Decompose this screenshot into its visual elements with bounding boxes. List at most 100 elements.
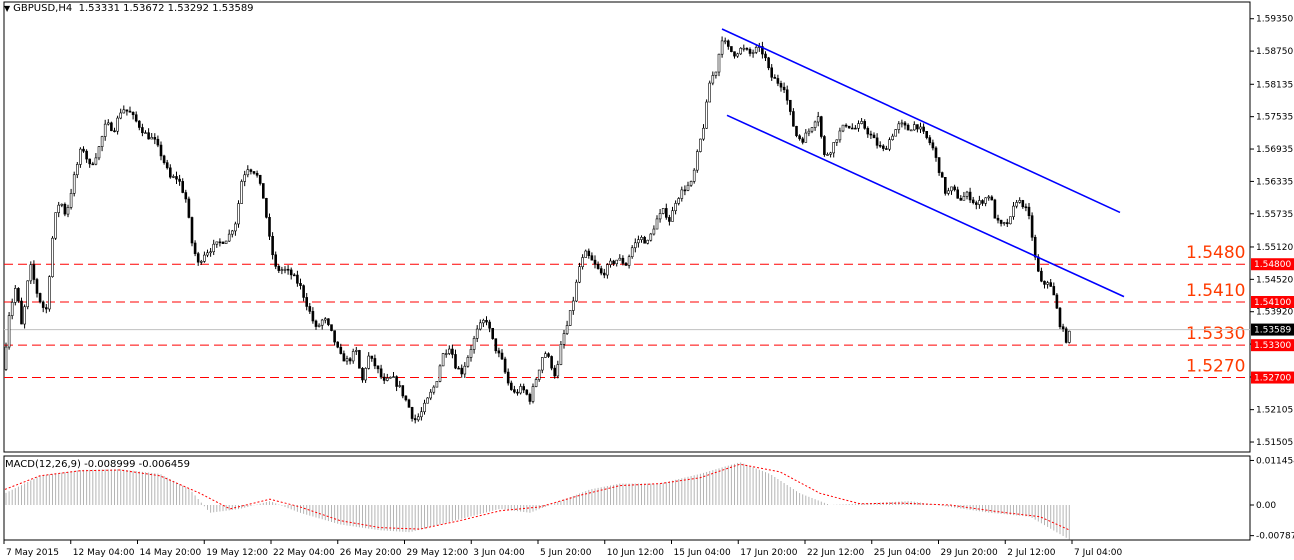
candle-body (48, 276, 51, 310)
candle-body (832, 142, 836, 154)
candle-body (782, 86, 786, 91)
candle-body (88, 158, 91, 165)
candle-body (618, 257, 622, 261)
candle-body (311, 311, 315, 322)
candle-body (1002, 222, 1006, 224)
y-tick-label: 1.52105 (1256, 406, 1293, 416)
candle-body (20, 300, 23, 325)
x-tick-label: 2 Jul 12:00 (1007, 548, 1056, 558)
candle-body (212, 243, 215, 253)
candle-body (723, 40, 727, 43)
level-axis-tag (1251, 258, 1294, 271)
candle-body (584, 250, 588, 258)
candle-body (575, 281, 578, 302)
candle-body (63, 203, 67, 215)
candle-body (457, 367, 460, 370)
candle-body (138, 120, 141, 128)
x-tick-label: 26 May 20:00 (340, 548, 402, 558)
candle-body (745, 47, 749, 50)
candle-body (668, 217, 671, 222)
candle-body (590, 255, 594, 261)
candle-body (847, 125, 851, 129)
candle-body (875, 137, 879, 146)
candle-body (265, 198, 268, 218)
candle-body (113, 130, 116, 133)
candle-body (1015, 202, 1018, 207)
candle-body (32, 264, 36, 280)
candle-body (615, 259, 619, 265)
level-axis-tag (1251, 339, 1294, 352)
candle-body (500, 352, 504, 360)
candle-body (739, 47, 743, 55)
candle-body (928, 137, 932, 144)
candle-body (785, 89, 789, 101)
candle-body (788, 99, 792, 112)
candle-body (652, 228, 656, 235)
candle-body (234, 223, 237, 232)
candle-body (122, 109, 126, 114)
candle-body (407, 399, 411, 408)
candle-body (519, 386, 522, 394)
candle-body (978, 200, 981, 205)
candle-body (630, 247, 634, 258)
candle-body (912, 124, 916, 131)
candle-body (203, 254, 206, 262)
candle-body (1052, 286, 1056, 296)
candle-body (320, 319, 324, 326)
candle-body (392, 376, 395, 378)
candle-body (134, 114, 138, 122)
candle-body (534, 379, 538, 387)
x-tick-label: 19 May 12:00 (206, 548, 268, 558)
candle-body (798, 135, 801, 140)
candle-body (426, 397, 429, 404)
candle-body (280, 269, 284, 271)
candle-body (900, 122, 904, 125)
candle-body (94, 157, 98, 165)
candle-body (172, 176, 175, 178)
candle-body (268, 217, 271, 237)
candle-body (624, 263, 628, 266)
candle-body (683, 189, 687, 192)
candle-body (863, 121, 867, 129)
candle-body (702, 127, 705, 140)
candle-body (491, 327, 495, 339)
candle-body (292, 274, 296, 277)
candle-body (506, 371, 510, 384)
candle-body (922, 126, 925, 132)
candle-body (621, 257, 625, 264)
candle-body (633, 242, 637, 249)
candle-body (410, 407, 414, 419)
candle-body (947, 190, 950, 194)
candle-body (345, 358, 349, 362)
candle-body (261, 183, 265, 199)
macd-info: MACD(12,26,9) -0.008999 -0.006459 (5, 459, 190, 470)
candle-body (559, 344, 563, 365)
candle-body (342, 353, 346, 362)
candle-body (1068, 330, 1071, 343)
candle-body (888, 139, 891, 150)
candle-body (323, 318, 327, 321)
candle-body (1009, 216, 1012, 225)
candle-body (692, 169, 696, 182)
candle-body (906, 124, 910, 131)
y-tick-label: 1.56335 (1256, 177, 1293, 187)
candle-body (593, 259, 597, 265)
candle-body (835, 139, 839, 143)
candle-body (463, 365, 467, 375)
candle-body (509, 382, 513, 390)
chevron-down-icon[interactable]: ▼ (4, 4, 11, 13)
candle-body (206, 252, 209, 256)
level-axis-tag (1251, 296, 1294, 308)
candle-body (943, 177, 947, 194)
candle-body (826, 154, 829, 156)
candle-body (494, 338, 498, 352)
candle-body (305, 297, 309, 307)
candle-body (937, 157, 941, 173)
candle-body (878, 145, 882, 147)
candle-body (568, 310, 572, 326)
candle-body (596, 263, 600, 269)
candle-body (231, 230, 234, 235)
candle-body (804, 132, 808, 143)
channel-line-upper (721, 28, 1121, 214)
